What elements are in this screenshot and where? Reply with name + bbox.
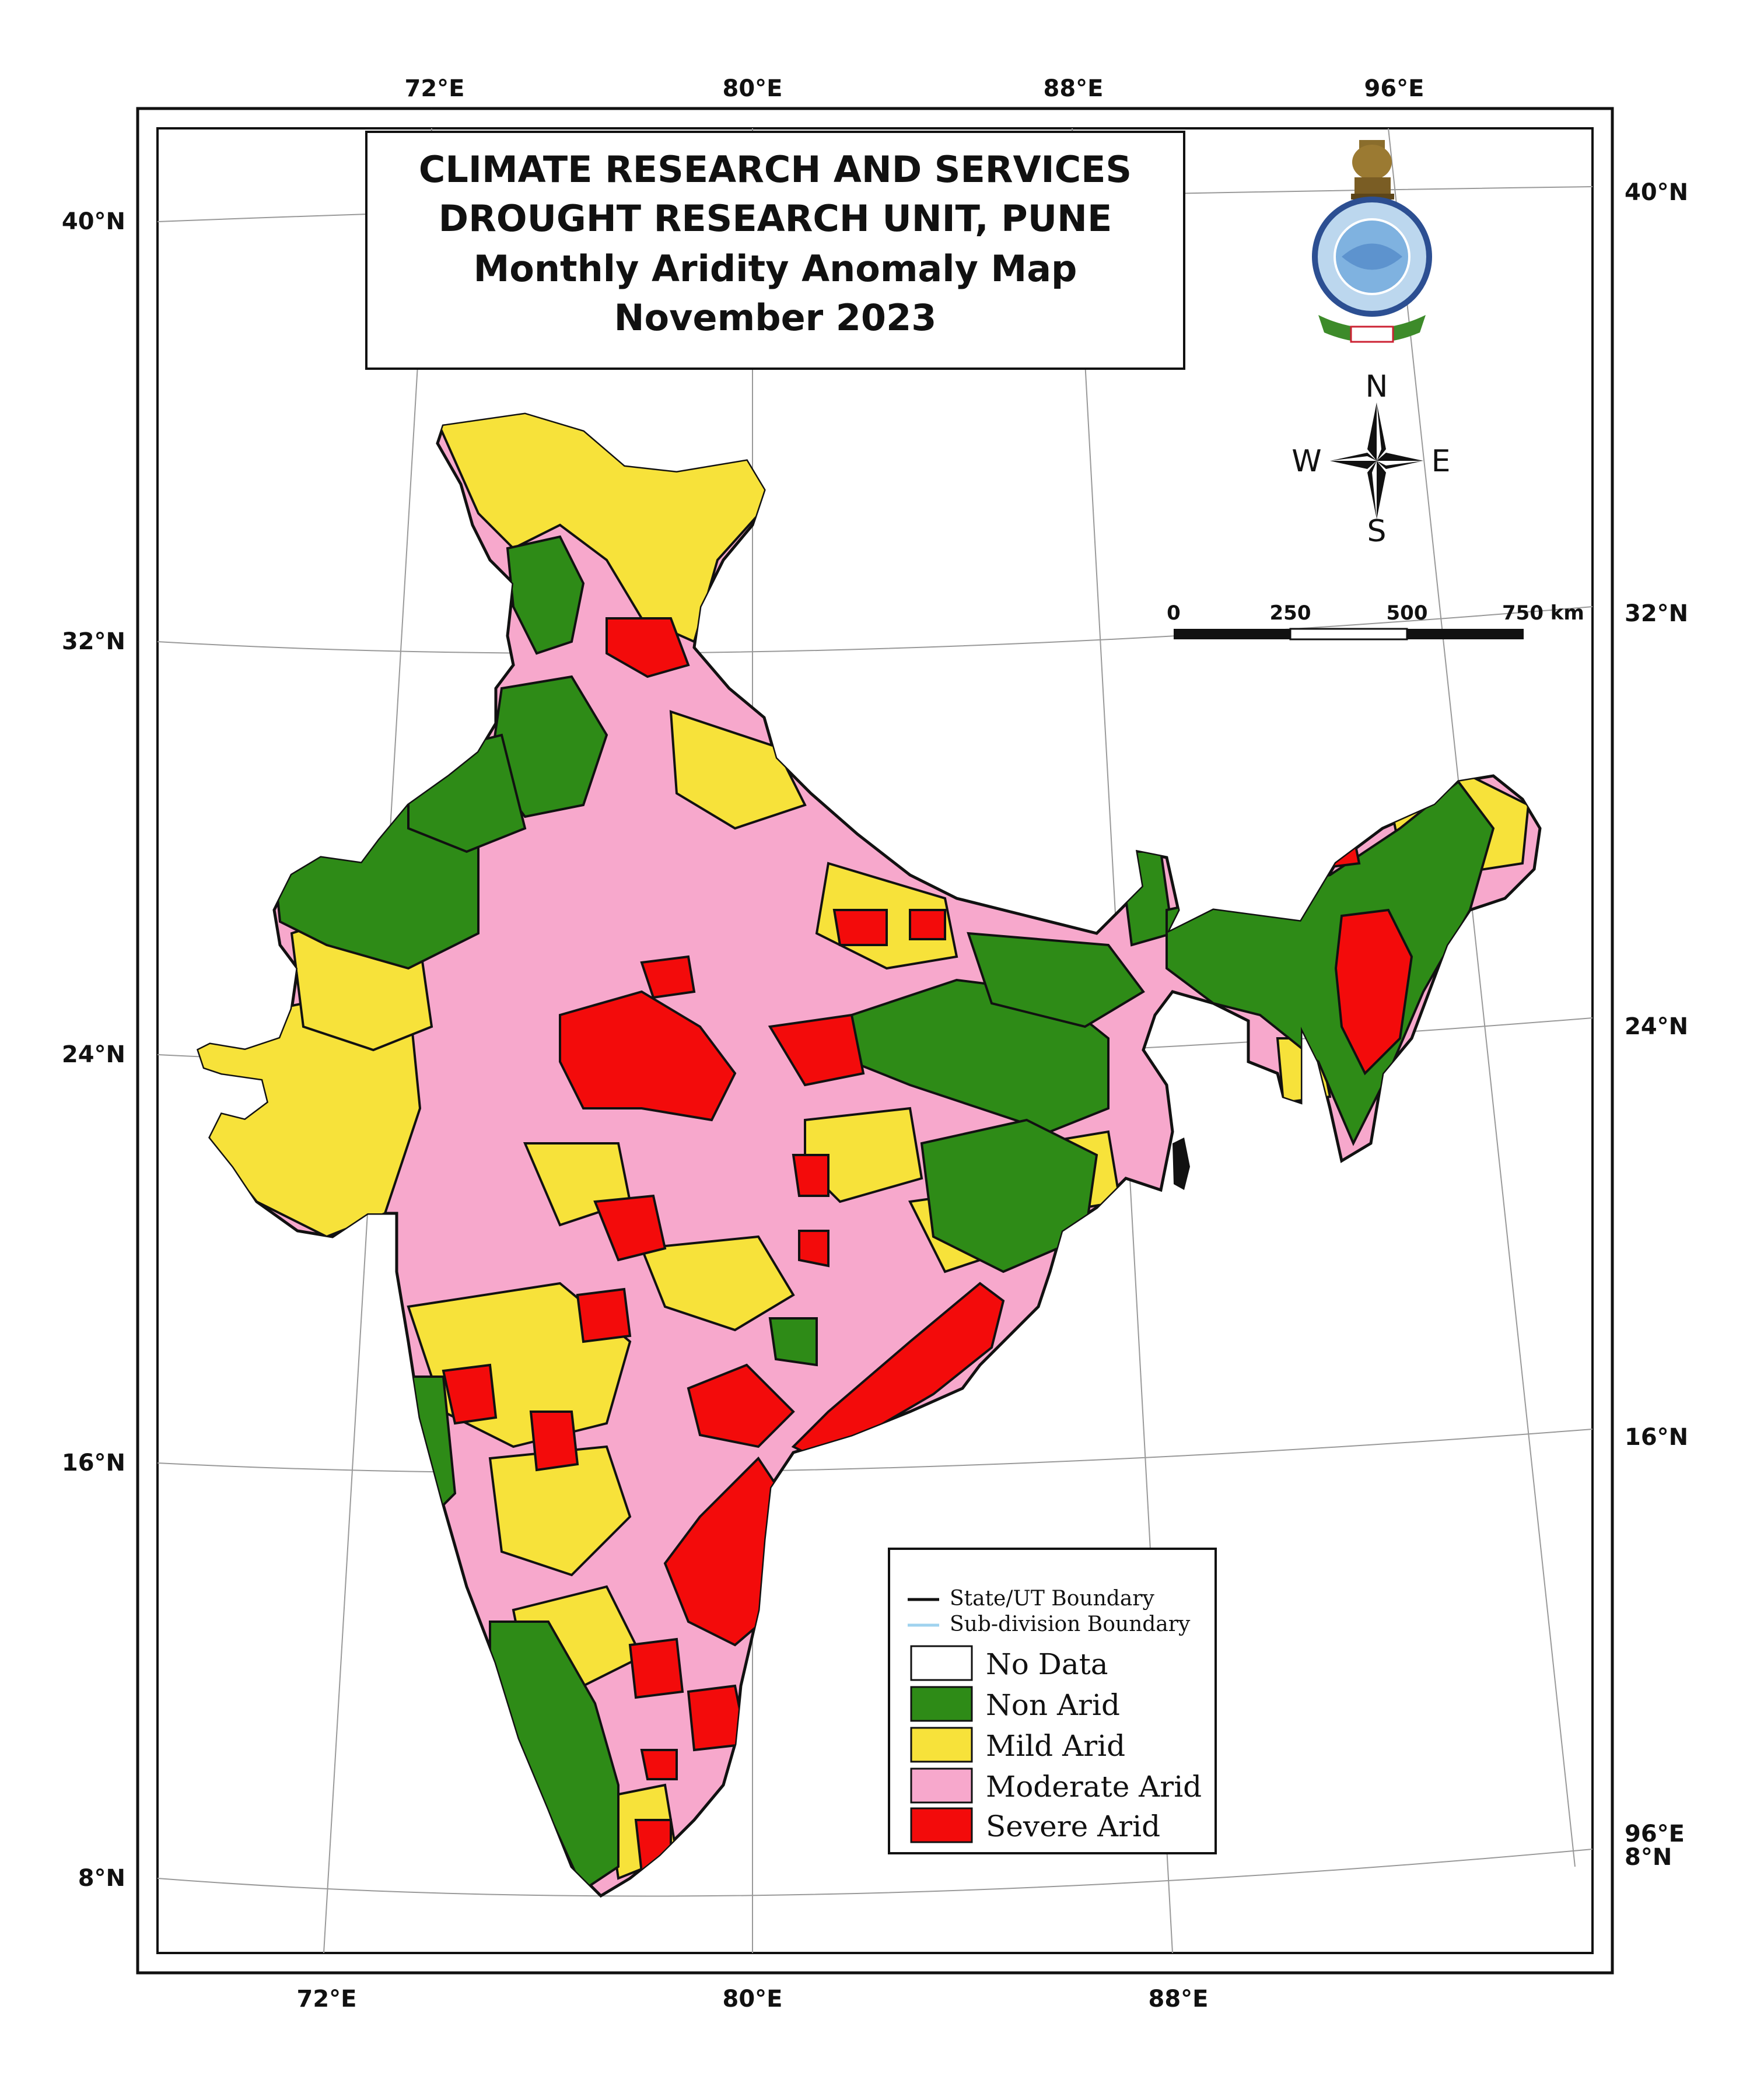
lon-top-4: 96°E xyxy=(1364,75,1424,102)
scale-bar: 0 250 500 750 km xyxy=(1167,601,1584,640)
legend-swatch-moderatearid xyxy=(910,1768,973,1804)
lon-top-3: 88°E xyxy=(1044,75,1104,102)
title-box: CLIMATE RESEARCH AND SERVICES DROUGHT RE… xyxy=(365,131,1185,370)
scale-label-750: 750 km xyxy=(1502,601,1584,625)
title-line-3: Monthly Aridity Anomaly Map xyxy=(474,247,1077,290)
region-mild-karnataka-north xyxy=(488,1445,632,1577)
region-severe-bundel xyxy=(832,909,888,946)
state-emblem-icon xyxy=(1351,140,1394,200)
region-severe-karnataka xyxy=(442,1363,498,1425)
inner-frame xyxy=(156,127,1594,1954)
region-severe-central-c xyxy=(798,1230,830,1268)
legend-label-mildarid: Mild Arid xyxy=(986,1729,1125,1763)
compass-s: S xyxy=(1367,514,1386,549)
legend-swatch-nodata xyxy=(910,1645,973,1681)
title-line-4: November 2023 xyxy=(614,296,937,339)
imd-logo xyxy=(1312,140,1432,343)
region-nonarid-northeast xyxy=(1166,780,1495,1146)
legend-label-severearid: Severe Arid xyxy=(986,1810,1160,1843)
region-severe-rayalaseema xyxy=(687,1363,795,1448)
lat-right-2: 32°N xyxy=(1625,600,1688,627)
legend-label-moderatearid: Moderate Arid xyxy=(986,1770,1202,1804)
compass-e: E xyxy=(1432,444,1451,479)
title-line-1: CLIMATE RESEARCH AND SERVICES xyxy=(419,148,1132,191)
lon-top-2: 80°E xyxy=(723,75,783,102)
lat-left-3: 24°N xyxy=(62,1041,125,1068)
region-severe-tamil-c xyxy=(640,1749,678,1780)
scale-label-500: 500 xyxy=(1387,601,1428,625)
region-severe-karnataka-b xyxy=(529,1410,579,1472)
lat-left-5: 8°N xyxy=(78,1865,125,1892)
region-nonarid-chhattisgarh xyxy=(768,1317,818,1367)
lat-left-4: 16°N xyxy=(62,1450,125,1476)
lon-top-1: 72°E xyxy=(405,75,465,102)
compass-w: W xyxy=(1292,444,1321,479)
region-mild-up-west xyxy=(669,710,807,830)
region-severe-telangana xyxy=(576,1287,632,1343)
region-severe-bihar xyxy=(909,909,946,940)
legend-swatch-mildarid xyxy=(910,1727,973,1763)
legend-label-nodata: No Data xyxy=(986,1647,1108,1681)
title-line-2: DROUGHT RESEARCH UNIT, PUNE xyxy=(439,197,1112,240)
lon-bottom-2: 80°E xyxy=(723,1986,783,2013)
scale-label-0: 0 xyxy=(1167,601,1181,625)
legend-label-nonarid: Non Arid xyxy=(986,1688,1120,1722)
legend-swatch-severearid xyxy=(910,1807,973,1843)
north-arrow: N S E W xyxy=(1292,369,1450,549)
lat-left-2: 32°N xyxy=(62,628,125,655)
region-severe-mp-east xyxy=(768,1013,865,1087)
lon-bottom-3: 88°E xyxy=(1149,1986,1209,2013)
sundarban-islands xyxy=(1172,1138,1190,1190)
region-severe-mp-west xyxy=(559,990,737,1122)
region-severe-central-b xyxy=(792,1154,830,1197)
region-nonarid-northbihar xyxy=(967,932,1145,1028)
legend-label-subdivision: Sub-division Boundary xyxy=(950,1612,1191,1636)
region-severe-himachal xyxy=(606,617,690,678)
lat-right-1: 40°N xyxy=(1625,179,1688,206)
region-severe-central-a xyxy=(593,1194,667,1262)
region-severe-tamil-d xyxy=(634,1819,672,1874)
lat-right-5: 8°N xyxy=(1625,1844,1672,1871)
region-nonarid-himachal xyxy=(506,535,585,655)
lon-bottom-1: 72°E xyxy=(297,1986,357,2013)
scale-label-250: 250 xyxy=(1270,601,1311,625)
compass-n: N xyxy=(1366,369,1388,404)
outer-frame xyxy=(136,107,1614,1975)
legend-swatch-nonarid xyxy=(910,1686,973,1722)
lon-right-96: 96°E xyxy=(1625,1821,1685,1847)
legend-label-state: State/UT Boundary xyxy=(950,1587,1155,1611)
lat-right-4: 16°N xyxy=(1625,1424,1688,1451)
region-severe-tamil-a xyxy=(628,1637,684,1699)
legend: State/UT Boundary Sub-division Boundary … xyxy=(888,1548,1217,1854)
coordinate-labels: 72°E 80°E 88°E 96°E 72°E 80°E 88°E 40°N … xyxy=(62,75,1688,2013)
lat-right-3: 24°N xyxy=(1625,1013,1688,1040)
region-severe-up xyxy=(640,955,696,999)
region-severe-manipur xyxy=(1334,908,1413,1076)
lat-left-1: 40°N xyxy=(62,208,125,235)
region-mild-maharashtra-east xyxy=(640,1235,795,1332)
